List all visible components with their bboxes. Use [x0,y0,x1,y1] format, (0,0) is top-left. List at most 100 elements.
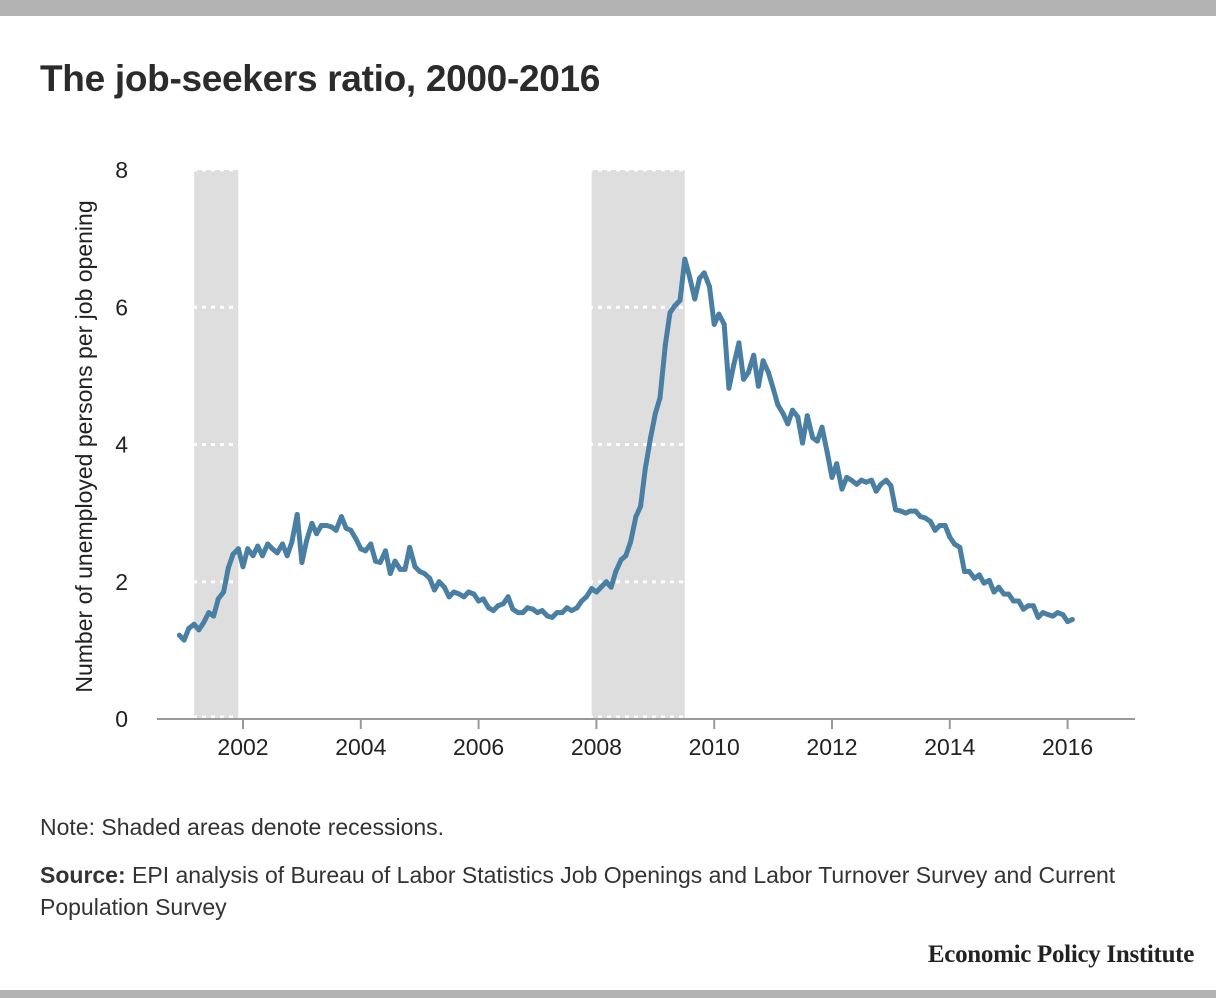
data-point [829,474,835,480]
x-tick-label-2006: 2006 [453,734,504,760]
data-point [760,358,766,364]
data-point [377,560,383,565]
data-point [1069,617,1075,622]
data-point [421,571,427,576]
data-point [510,606,516,612]
data-point [745,369,751,375]
data-point [240,564,246,570]
data-point [539,608,545,614]
data-point [652,411,658,417]
data-point [942,523,948,528]
data-point [721,321,727,327]
data-point [697,275,702,281]
data-point [648,435,654,441]
data-point [230,551,236,557]
data-point [221,589,227,595]
data-point [461,594,467,600]
data-point [206,610,212,616]
data-point [564,605,570,611]
data-point [991,589,997,595]
data-point [196,627,202,633]
x-tick-label-2004: 2004 [335,734,386,760]
data-point [726,385,732,391]
data-point [618,557,624,563]
data-point [554,610,560,616]
data-point [427,575,433,581]
data-point [1040,610,1046,616]
data-point [1001,591,1007,597]
data-point [333,527,339,533]
data-point [299,560,305,565]
chart-note: Note: Shaded areas denote recessions. [40,814,445,840]
data-point [903,510,909,516]
data-point [235,546,241,552]
data-point [535,610,540,616]
data-point [834,461,840,467]
data-point [589,586,595,592]
data-point [530,606,536,612]
data-point [736,340,742,346]
data-point [858,477,864,483]
data-point [996,584,1002,590]
data-point [520,610,526,616]
data-point [711,321,717,327]
data-point [873,488,879,494]
data-point [387,571,393,576]
x-tick-label-2014: 2014 [924,734,975,760]
data-point [525,605,530,611]
data-point [751,352,757,358]
line-chart: 0 2 4 6 8 2002 2004 2006 2008 2010 2012 2014 2016 N… [71,157,1135,760]
data-point [839,486,845,492]
data-point [972,575,977,581]
data-point [775,402,781,408]
data-point [289,539,295,545]
data-point [800,440,805,446]
data-point [583,594,589,600]
y-axis-title: Number of unemployed persons per job ope… [71,200,97,692]
data-point [863,479,869,485]
data-point [446,594,452,600]
data-point [245,546,251,552]
data-point [431,587,437,593]
gridlines [157,168,1135,719]
data-point [490,608,496,614]
data-point [225,565,231,571]
data-point [1050,613,1056,619]
data-point [559,610,565,616]
data-point [913,508,919,514]
data-point [869,477,874,483]
data-point [922,515,928,521]
data-point [937,523,943,528]
y-axis-ticks: 0 2 4 6 8 [115,157,128,732]
data-point [324,523,330,528]
data-point [633,514,639,520]
data-point [976,572,982,578]
data-point [682,256,688,262]
data-point [402,566,408,572]
y-tick-label-8: 8 [115,157,128,183]
chart-title: The job-seekers ratio, 2000-2016 [40,58,601,99]
data-point [338,514,344,520]
data-point [176,632,182,638]
data-point [907,508,913,514]
bottom-frame-bar [0,990,1216,998]
data-point [898,508,904,514]
data-point [603,579,609,585]
data-point [692,296,698,302]
data-point [363,548,368,554]
data-point [701,270,707,276]
data-point [515,610,521,616]
data-point [687,273,692,279]
data-point [1045,612,1051,618]
data-point [259,553,265,559]
data-point [755,383,761,389]
data-point [731,363,737,369]
data-point [785,421,791,427]
data-point [981,580,987,586]
data-point [436,579,442,585]
data-point [662,342,668,348]
data-point [314,531,320,537]
data-point [451,589,457,595]
data-point [466,589,472,595]
data-point [780,411,786,417]
